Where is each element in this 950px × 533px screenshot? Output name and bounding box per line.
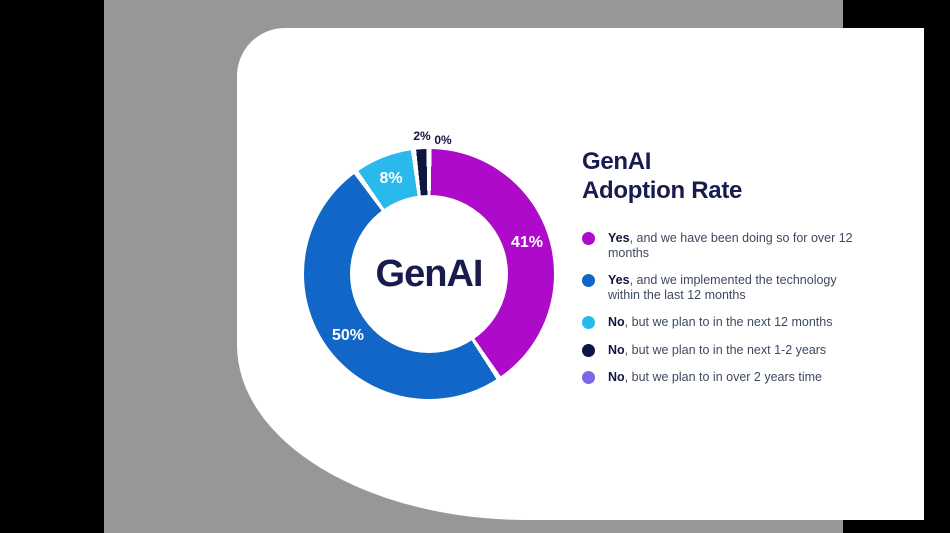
legend-dot-violet bbox=[582, 371, 595, 384]
legend-item-bold: No bbox=[608, 315, 625, 329]
donut-center-label: GenAI bbox=[375, 252, 484, 295]
legend-item-no-next-12-months: No, but we plan to in the next 12 months bbox=[582, 315, 882, 330]
legend-item-bold: No bbox=[608, 370, 625, 384]
chart-title: GenAI Adoption Rate bbox=[582, 147, 882, 205]
chart-title-line2: Adoption Rate bbox=[582, 177, 743, 204]
legend-item-rest: , but we plan to in the next 1-2 years bbox=[624, 342, 827, 357]
donut-ring: GenAI bbox=[304, 149, 554, 399]
chart-legend: Yes, and we have been doing so for over … bbox=[582, 231, 882, 385]
legend-item-rest: , and we implemented the technology with… bbox=[608, 273, 837, 302]
legend-item-rest: , but we plan to in the next 12 months bbox=[624, 315, 833, 329]
chart-info-column: GenAI Adoption Rate Yes, and we have bee… bbox=[582, 147, 882, 398]
legend-dot-cyan bbox=[582, 316, 595, 329]
donut-hole: GenAI bbox=[350, 195, 508, 353]
legend-item-bold: No bbox=[608, 342, 625, 357]
legend-item-label: No, but we plan to in the next 1-2 years bbox=[608, 343, 858, 358]
legend-item-no-next-1-2-years: No, but we plan to in the next 1-2 years bbox=[582, 343, 882, 358]
legend-item-label: Yes, and we have been doing so for over … bbox=[608, 231, 858, 260]
legend-item-rest: , and we have been doing so for over 12 … bbox=[608, 231, 853, 260]
legend-dot-blue bbox=[582, 274, 595, 287]
legend-item-no-over-2-years: No, but we plan to in over 2 years time bbox=[582, 370, 882, 385]
legend-dot-navy bbox=[582, 343, 595, 357]
segment-label-0: 0% bbox=[434, 133, 452, 147]
content-card: GenAI 41% 50% 8% 2% 0% GenAI Adoption Ra… bbox=[237, 28, 924, 520]
legend-item-yes-last-12-months: Yes, and we implemented the technology w… bbox=[582, 273, 882, 302]
legend-item-bold: Yes bbox=[608, 231, 630, 245]
segment-label-50: 50% bbox=[331, 327, 365, 344]
legend-item-yes-over-12-months: Yes, and we have been doing so for over … bbox=[582, 231, 882, 260]
segment-label-8: 8% bbox=[379, 170, 403, 187]
legend-item-label: Yes, and we implemented the technology w… bbox=[608, 273, 858, 302]
legend-item-label: No, but we plan to in the next 12 months bbox=[608, 315, 858, 330]
slide-background: GenAI 41% 50% 8% 2% 0% GenAI Adoption Ra… bbox=[104, 0, 924, 533]
legend-dot-magenta bbox=[582, 232, 595, 245]
donut-chart: GenAI 41% 50% 8% 2% 0% bbox=[304, 129, 554, 399]
legend-item-rest: , but we plan to in over 2 years time bbox=[624, 370, 822, 384]
legend-item-label: No, but we plan to in over 2 years time bbox=[608, 370, 858, 385]
segment-label-41: 41% bbox=[510, 234, 544, 251]
legend-item-bold: Yes bbox=[608, 273, 630, 287]
segment-label-2: 2% bbox=[413, 129, 431, 143]
chart-title-line1: GenAI bbox=[582, 148, 652, 175]
